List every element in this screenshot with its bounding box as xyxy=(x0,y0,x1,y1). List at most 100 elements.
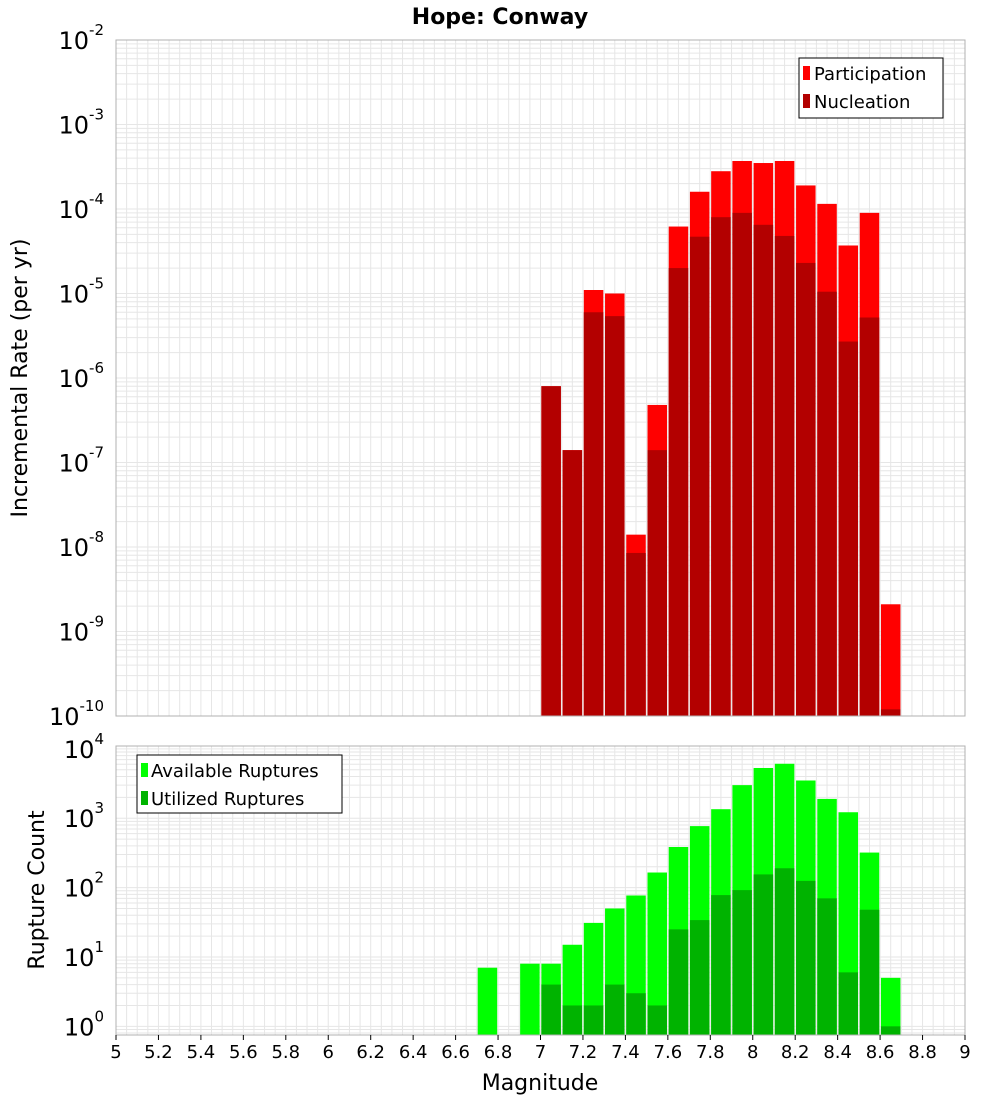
bottom-utilized-ruptures-bar xyxy=(753,874,774,1035)
x-tick-label: 7.8 xyxy=(696,1042,725,1063)
bottom-available-ruptures-bar xyxy=(647,872,667,1035)
bottom-utilized-ruptures-bar xyxy=(796,880,816,1035)
top-nucleation-bar xyxy=(817,291,837,716)
top-y-tick-label: 10-9 xyxy=(58,613,104,647)
bottom-utilized-ruptures-bar xyxy=(774,868,795,1035)
legend-label-available: Available Ruptures xyxy=(151,761,319,782)
bottom-available-ruptures-bar xyxy=(880,977,901,1035)
top-y-tick-base: 10 xyxy=(58,112,89,140)
bottom-y-tick-exponent: 1 xyxy=(94,938,104,956)
bottom-bars xyxy=(477,763,901,1035)
top-nucleation-bar xyxy=(562,450,583,716)
bottom-utilized-ruptures-bar xyxy=(732,890,752,1035)
bottom-y-tick-label: 101 xyxy=(64,938,104,972)
top-y-tick-base: 10 xyxy=(58,450,89,478)
top-grid xyxy=(115,39,966,717)
top-y-tick-base: 10 xyxy=(58,619,89,647)
top-nucleation-bar xyxy=(774,235,795,716)
x-tick-label: 5.8 xyxy=(271,1042,300,1063)
bottom-available-ruptures-bar xyxy=(520,963,540,1035)
bottom-utilized-ruptures-bar xyxy=(689,920,710,1035)
top-nucleation-bar xyxy=(583,312,604,716)
legend-swatch-nucleation xyxy=(803,94,810,108)
top-y-tick-label: 10-5 xyxy=(58,275,104,309)
top-nucleation-bar xyxy=(838,341,859,716)
x-tick-label: 6 xyxy=(323,1042,334,1063)
top-y-tick-base: 10 xyxy=(58,534,89,562)
top-y-tick-exponent: -3 xyxy=(89,106,104,124)
bottom-y-tick-exponent: 4 xyxy=(94,730,104,748)
top-nucleation-bar xyxy=(732,212,752,716)
bottom-y-tick-base: 10 xyxy=(64,944,95,972)
bottom-legend: Available Ruptures Utilized Ruptures xyxy=(136,754,343,814)
legend-label-nucleation: Nucleation xyxy=(814,92,910,113)
x-axis-ticks: 5 5.2 5.4 5.6 5.8 6 6.2 6.4 6.6 6.8 7 7.2 7.4 7.6 7.8 8… xyxy=(110,1035,971,1063)
top-nucleation-bar xyxy=(711,217,731,716)
bottom-y-tick-base: 10 xyxy=(64,805,95,833)
top-y-tick-exponent: -6 xyxy=(89,359,104,377)
x-tick-label: 5.2 xyxy=(144,1042,173,1063)
bottom-available-ruptures-bar xyxy=(477,967,498,1035)
x-tick-label: 7 xyxy=(535,1042,546,1063)
top-nucleation-bar xyxy=(859,317,880,716)
bottom-utilized-ruptures-bar xyxy=(626,993,646,1035)
x-tick-label: 8.6 xyxy=(866,1042,895,1063)
bottom-y-tick-base: 10 xyxy=(64,1013,95,1041)
x-tick-label: 9 xyxy=(959,1042,970,1063)
x-tick-label: 7.4 xyxy=(611,1042,640,1063)
bottom-y-tick-label: 102 xyxy=(64,869,104,903)
top-nucleation-bar xyxy=(541,386,561,716)
x-tick-label: 6.6 xyxy=(441,1042,470,1063)
top-nucleation-bar xyxy=(689,236,710,716)
top-nucleation-bar xyxy=(796,262,816,716)
top-y-tick-label: 10-3 xyxy=(58,106,104,140)
legend-label-utilized: Utilized Ruptures xyxy=(151,789,304,810)
bottom-y-tick-exponent: 2 xyxy=(94,869,104,887)
top-nucleation-bar xyxy=(880,709,901,716)
top-nucleation-bar xyxy=(753,224,774,716)
top-y-tick-base: 10 xyxy=(58,27,89,55)
x-tick-label: 6.8 xyxy=(484,1042,513,1063)
top-nucleation-bar xyxy=(668,268,689,716)
top-bars xyxy=(541,160,901,717)
top-y-tick-label: 10-4 xyxy=(58,190,104,224)
x-axis-label: Magnitude xyxy=(482,1071,599,1096)
bottom-utilized-ruptures-bar xyxy=(562,1005,583,1035)
top-y-tick-label: 10-2 xyxy=(58,21,104,55)
top-y-tick-base: 10 xyxy=(49,703,80,731)
top-nucleation-bar xyxy=(647,450,667,716)
top-y-tick-exponent: -10 xyxy=(80,697,105,715)
top-y-tick-label: 10-7 xyxy=(58,444,104,478)
bottom-y-tick-label: 104 xyxy=(64,730,104,764)
bottom-utilized-ruptures-bar xyxy=(880,1026,901,1035)
x-tick-label: 5.6 xyxy=(229,1042,258,1063)
x-tick-label: 5.4 xyxy=(187,1042,216,1063)
bottom-y-tick-exponent: 3 xyxy=(94,799,104,817)
top-y-axis-label: Incremental Rate (per yr) xyxy=(8,239,33,518)
top-y-tick-exponent: -9 xyxy=(89,613,104,631)
bottom-utilized-ruptures-bar xyxy=(541,984,561,1035)
bottom-y-tick-base: 10 xyxy=(64,736,95,764)
x-tick-label: 7.2 xyxy=(569,1042,598,1063)
bottom-utilized-ruptures-bar xyxy=(647,1005,667,1035)
bottom-y-tick-label: 103 xyxy=(64,799,104,833)
x-tick-label: 5 xyxy=(110,1042,121,1063)
top-y-tick-base: 10 xyxy=(58,365,89,393)
x-tick-label: 6.2 xyxy=(356,1042,385,1063)
bottom-y-tick-label: 100 xyxy=(64,1007,104,1041)
top-y-tick-base: 10 xyxy=(58,281,89,309)
top-y-tick-exponent: -7 xyxy=(89,444,104,462)
legend-label-participation: Participation xyxy=(814,64,926,85)
top-participation-bar xyxy=(880,604,901,716)
bottom-utilized-ruptures-bar xyxy=(838,972,859,1035)
top-y-tick-label: 10-8 xyxy=(58,528,104,562)
bottom-utilized-ruptures-bar xyxy=(668,929,689,1035)
x-tick-label: 8 xyxy=(747,1042,758,1063)
x-tick-label: 6.4 xyxy=(399,1042,428,1063)
top-y-tick-label: 10-10 xyxy=(49,697,104,731)
x-tick-label: 8.4 xyxy=(823,1042,852,1063)
top-y-tick-exponent: -8 xyxy=(89,528,104,546)
